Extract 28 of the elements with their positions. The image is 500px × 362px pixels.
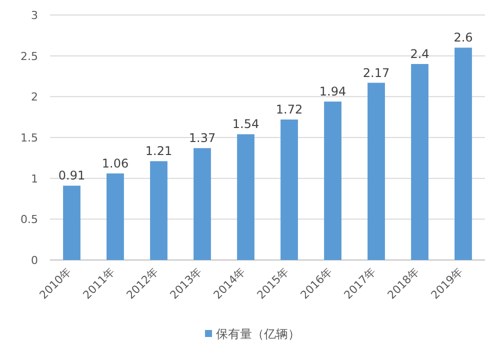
bar (63, 186, 80, 260)
bar (368, 82, 385, 260)
y-tick-label: 0 (31, 254, 38, 267)
bar (237, 134, 254, 260)
data-label: 1.37 (188, 131, 216, 146)
y-tick-label: 1 (31, 172, 38, 186)
bar (194, 148, 211, 260)
bar (324, 102, 342, 260)
y-tick-label: 2 (31, 90, 38, 104)
y-tick-label: 3 (31, 9, 38, 22)
bar (454, 48, 472, 260)
legend-label: 保有量（亿辆） (216, 327, 300, 341)
y-tick-label: 2.5 (20, 50, 38, 63)
data-label: 0.91 (58, 168, 86, 183)
data-label: 1.54 (232, 117, 260, 132)
bar (106, 173, 124, 260)
data-label: 2.17 (362, 66, 390, 80)
data-label: 2.4 (410, 47, 430, 61)
data-label: 1.94 (319, 84, 346, 99)
data-label: 1.72 (276, 102, 303, 117)
data-label: 1.21 (145, 144, 172, 158)
y-tick-label: 1.5 (20, 132, 38, 144)
bar (280, 120, 298, 260)
bar (150, 161, 168, 260)
y-tick-label: 0.5 (20, 213, 38, 226)
data-label: 1.06 (102, 156, 129, 170)
bar (411, 64, 428, 260)
data-label: 2.6 (454, 30, 473, 45)
